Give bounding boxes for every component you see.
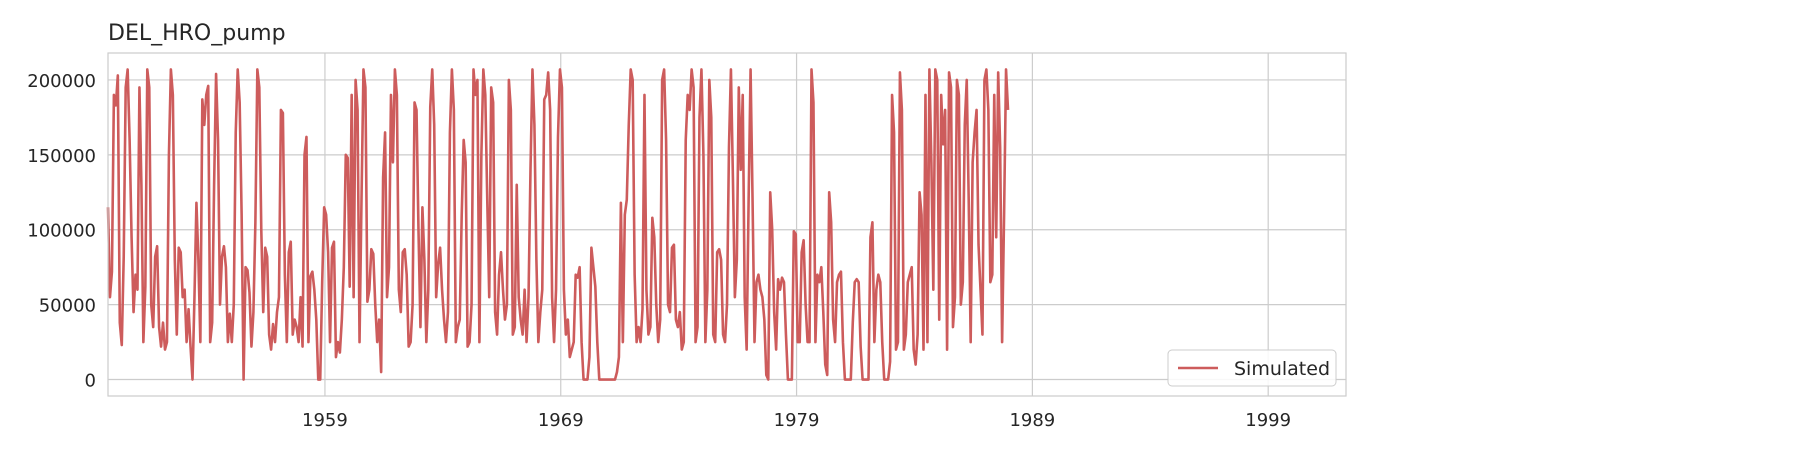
plot-frame (107, 52, 1347, 397)
y-tick-label: 200000 (27, 71, 96, 92)
chart-title: DEL_HRO_pump (108, 21, 286, 46)
legend-entry-simulated: Simulated (1234, 358, 1330, 380)
legend: Simulated (1167, 349, 1337, 387)
y-axis: 0 50000 100000 150000 200000 (27, 71, 96, 392)
series-line-simulated (106, 68, 1010, 381)
legend-box (1167, 349, 1337, 387)
y-tick-label: 100000 (27, 221, 96, 242)
series-layer (106, 68, 1010, 381)
x-axis: 1959 1969 1979 1989 1999 (302, 410, 1291, 431)
x-tick-label: 1999 (1245, 410, 1291, 431)
y-tick-label: 150000 (27, 146, 96, 167)
y-tick-label: 50000 (39, 296, 96, 317)
x-tick-label: 1959 (302, 410, 348, 431)
x-tick-label: 1979 (774, 410, 820, 431)
y-tick-label: 0 (85, 371, 96, 392)
x-tick-label: 1969 (538, 410, 584, 431)
x-tick-label: 1989 (1009, 410, 1055, 431)
